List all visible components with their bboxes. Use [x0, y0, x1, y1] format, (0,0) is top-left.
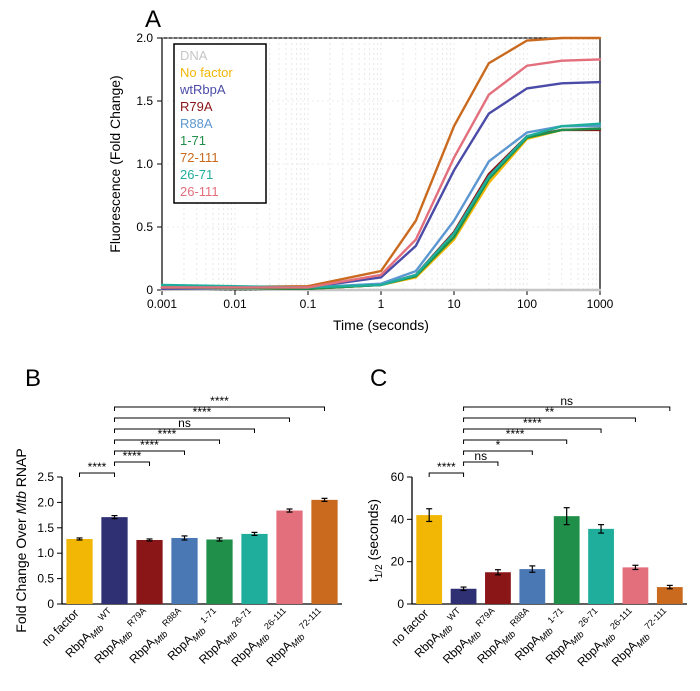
panel-b-chart: 0 0.5 1.0 1.5 2.0 2.5 Fold Change Over Mtb RNA…: [10, 370, 350, 690]
svg-text:0.1: 0.1: [300, 297, 317, 311]
significance-label: ****: [210, 394, 229, 408]
bar: [206, 539, 232, 604]
svg-text:0.001: 0.001: [147, 297, 177, 311]
bar: [485, 572, 511, 604]
bar: [657, 587, 683, 604]
svg-text:Time (seconds): Time (seconds): [333, 317, 429, 333]
significance-label: ns: [560, 394, 573, 408]
svg-text:100: 100: [517, 297, 537, 311]
bar: [66, 539, 92, 604]
svg-text:Fold Change Over Mtb RNAP: Fold Change Over Mtb RNAP: [13, 448, 29, 632]
panel-a-chart: 0 0.5 1.0 1.5 2.0 0.001 0.01 0.1 1 10 100 1000 Fluor…: [100, 20, 620, 340]
svg-text:1.5: 1.5: [37, 521, 54, 535]
legend-item: 72-111: [180, 150, 219, 165]
legend-item: 26-111: [180, 184, 219, 199]
bar: [136, 540, 162, 604]
svg-text:1: 1: [378, 297, 385, 311]
svg-text:1.0: 1.0: [37, 546, 54, 560]
legend: DNA No factor wtRbpA R79A R88A 1-71 72-111 26-7…: [174, 44, 266, 203]
svg-text:Fluorescence (Fold Change): Fluorescence (Fold Change): [107, 75, 123, 252]
svg-text:0.01: 0.01: [223, 297, 247, 311]
bar: [311, 500, 337, 604]
svg-text:0: 0: [47, 597, 54, 611]
legend-item: R79A: [180, 99, 213, 114]
svg-text:0.5: 0.5: [37, 572, 54, 586]
bar: [554, 516, 580, 604]
legend-item: wtRbpA: [179, 82, 226, 97]
legend-item: 26-71: [180, 167, 213, 182]
legend-item: DNA: [180, 48, 208, 63]
svg-text:1000: 1000: [587, 297, 614, 311]
legend-item: R88A: [180, 116, 213, 131]
svg-text:1.0: 1.0: [136, 157, 153, 171]
svg-text:0: 0: [397, 597, 404, 611]
svg-text:0: 0: [146, 283, 153, 297]
bar: [519, 569, 545, 604]
svg-text:1.5: 1.5: [136, 94, 153, 108]
svg-text:20: 20: [391, 555, 405, 569]
bar: [416, 515, 442, 604]
significance-label: ****: [88, 460, 107, 474]
svg-text:t1/2 (seconds): t1/2 (seconds): [365, 499, 385, 582]
svg-text:60: 60: [391, 470, 405, 484]
legend-item: 1-71: [180, 133, 206, 148]
svg-text:0.5: 0.5: [136, 220, 153, 234]
panel-c-chart: 0204060t1/2 (seconds)no factorRbpAMtb WT…: [360, 370, 695, 690]
svg-text:10: 10: [447, 297, 461, 311]
bar: [101, 517, 127, 604]
significance-label: ****: [437, 460, 456, 474]
svg-text:2.0: 2.0: [136, 31, 153, 45]
svg-text:2.0: 2.0: [37, 495, 54, 509]
bar: [588, 529, 614, 604]
bar: [171, 538, 197, 604]
bar: [623, 567, 649, 604]
bar: [276, 511, 302, 604]
svg-text:40: 40: [391, 512, 405, 526]
svg-text:2.5: 2.5: [37, 470, 54, 484]
legend-item: No factor: [180, 65, 233, 80]
bar: [241, 534, 267, 604]
